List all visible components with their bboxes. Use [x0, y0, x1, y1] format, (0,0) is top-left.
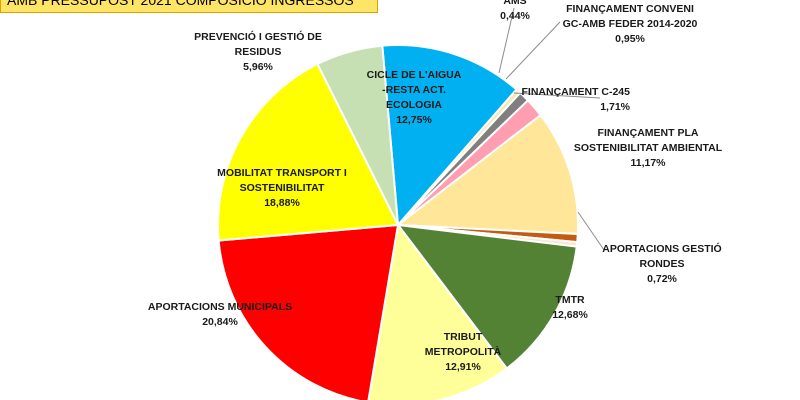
slice-label: APORTACIONS MUNICIPALS 20,84% [148, 301, 292, 328]
leader-line [505, 21, 561, 80]
slice-label: FINANÇAMENT CONVENI GC-AMB FEDER 2014-202… [563, 3, 698, 45]
slice-label: AMS 0,44% [500, 0, 530, 22]
pie-slice [316, 44, 399, 226]
slice-label: TMTR 12,68% [552, 294, 588, 321]
slice-label: TRIBUT METROPOLITÀ 12,91% [425, 331, 502, 373]
slice-label: PREVENCIÓ I GESTIÓ DE RESIDUS 5,96% [194, 30, 322, 73]
slice-label: APORTACIONS GESTIÓ RONDES 0,72% [602, 242, 721, 285]
slice-label: FINANÇAMENT PLA SOSTENIBILITAT AMBIENTAL 1… [574, 127, 723, 169]
pie-slice [381, 44, 518, 228]
pie-slice [217, 223, 400, 400]
slice-label: MOBILITAT TRANSPORT I SOSTENIBILITAT 18,88… [217, 167, 347, 209]
pie-slice [395, 223, 578, 370]
leader-line [513, 92, 601, 99]
pie-slice [395, 113, 579, 235]
slice-label: CICLE DE L'AIGUA -RESTA ACT. ECOLOGIA 12,75… [367, 69, 462, 126]
leader-line [498, 7, 515, 74]
slice-label: FINANÇAMENT C-245 1,71% [521, 86, 630, 113]
leader-line [577, 211, 605, 251]
pie-slice [217, 62, 400, 242]
chart-title: AMB PRESSUPOST 2021 COMPOSICIÓ INGRESSOS [0, 0, 378, 13]
